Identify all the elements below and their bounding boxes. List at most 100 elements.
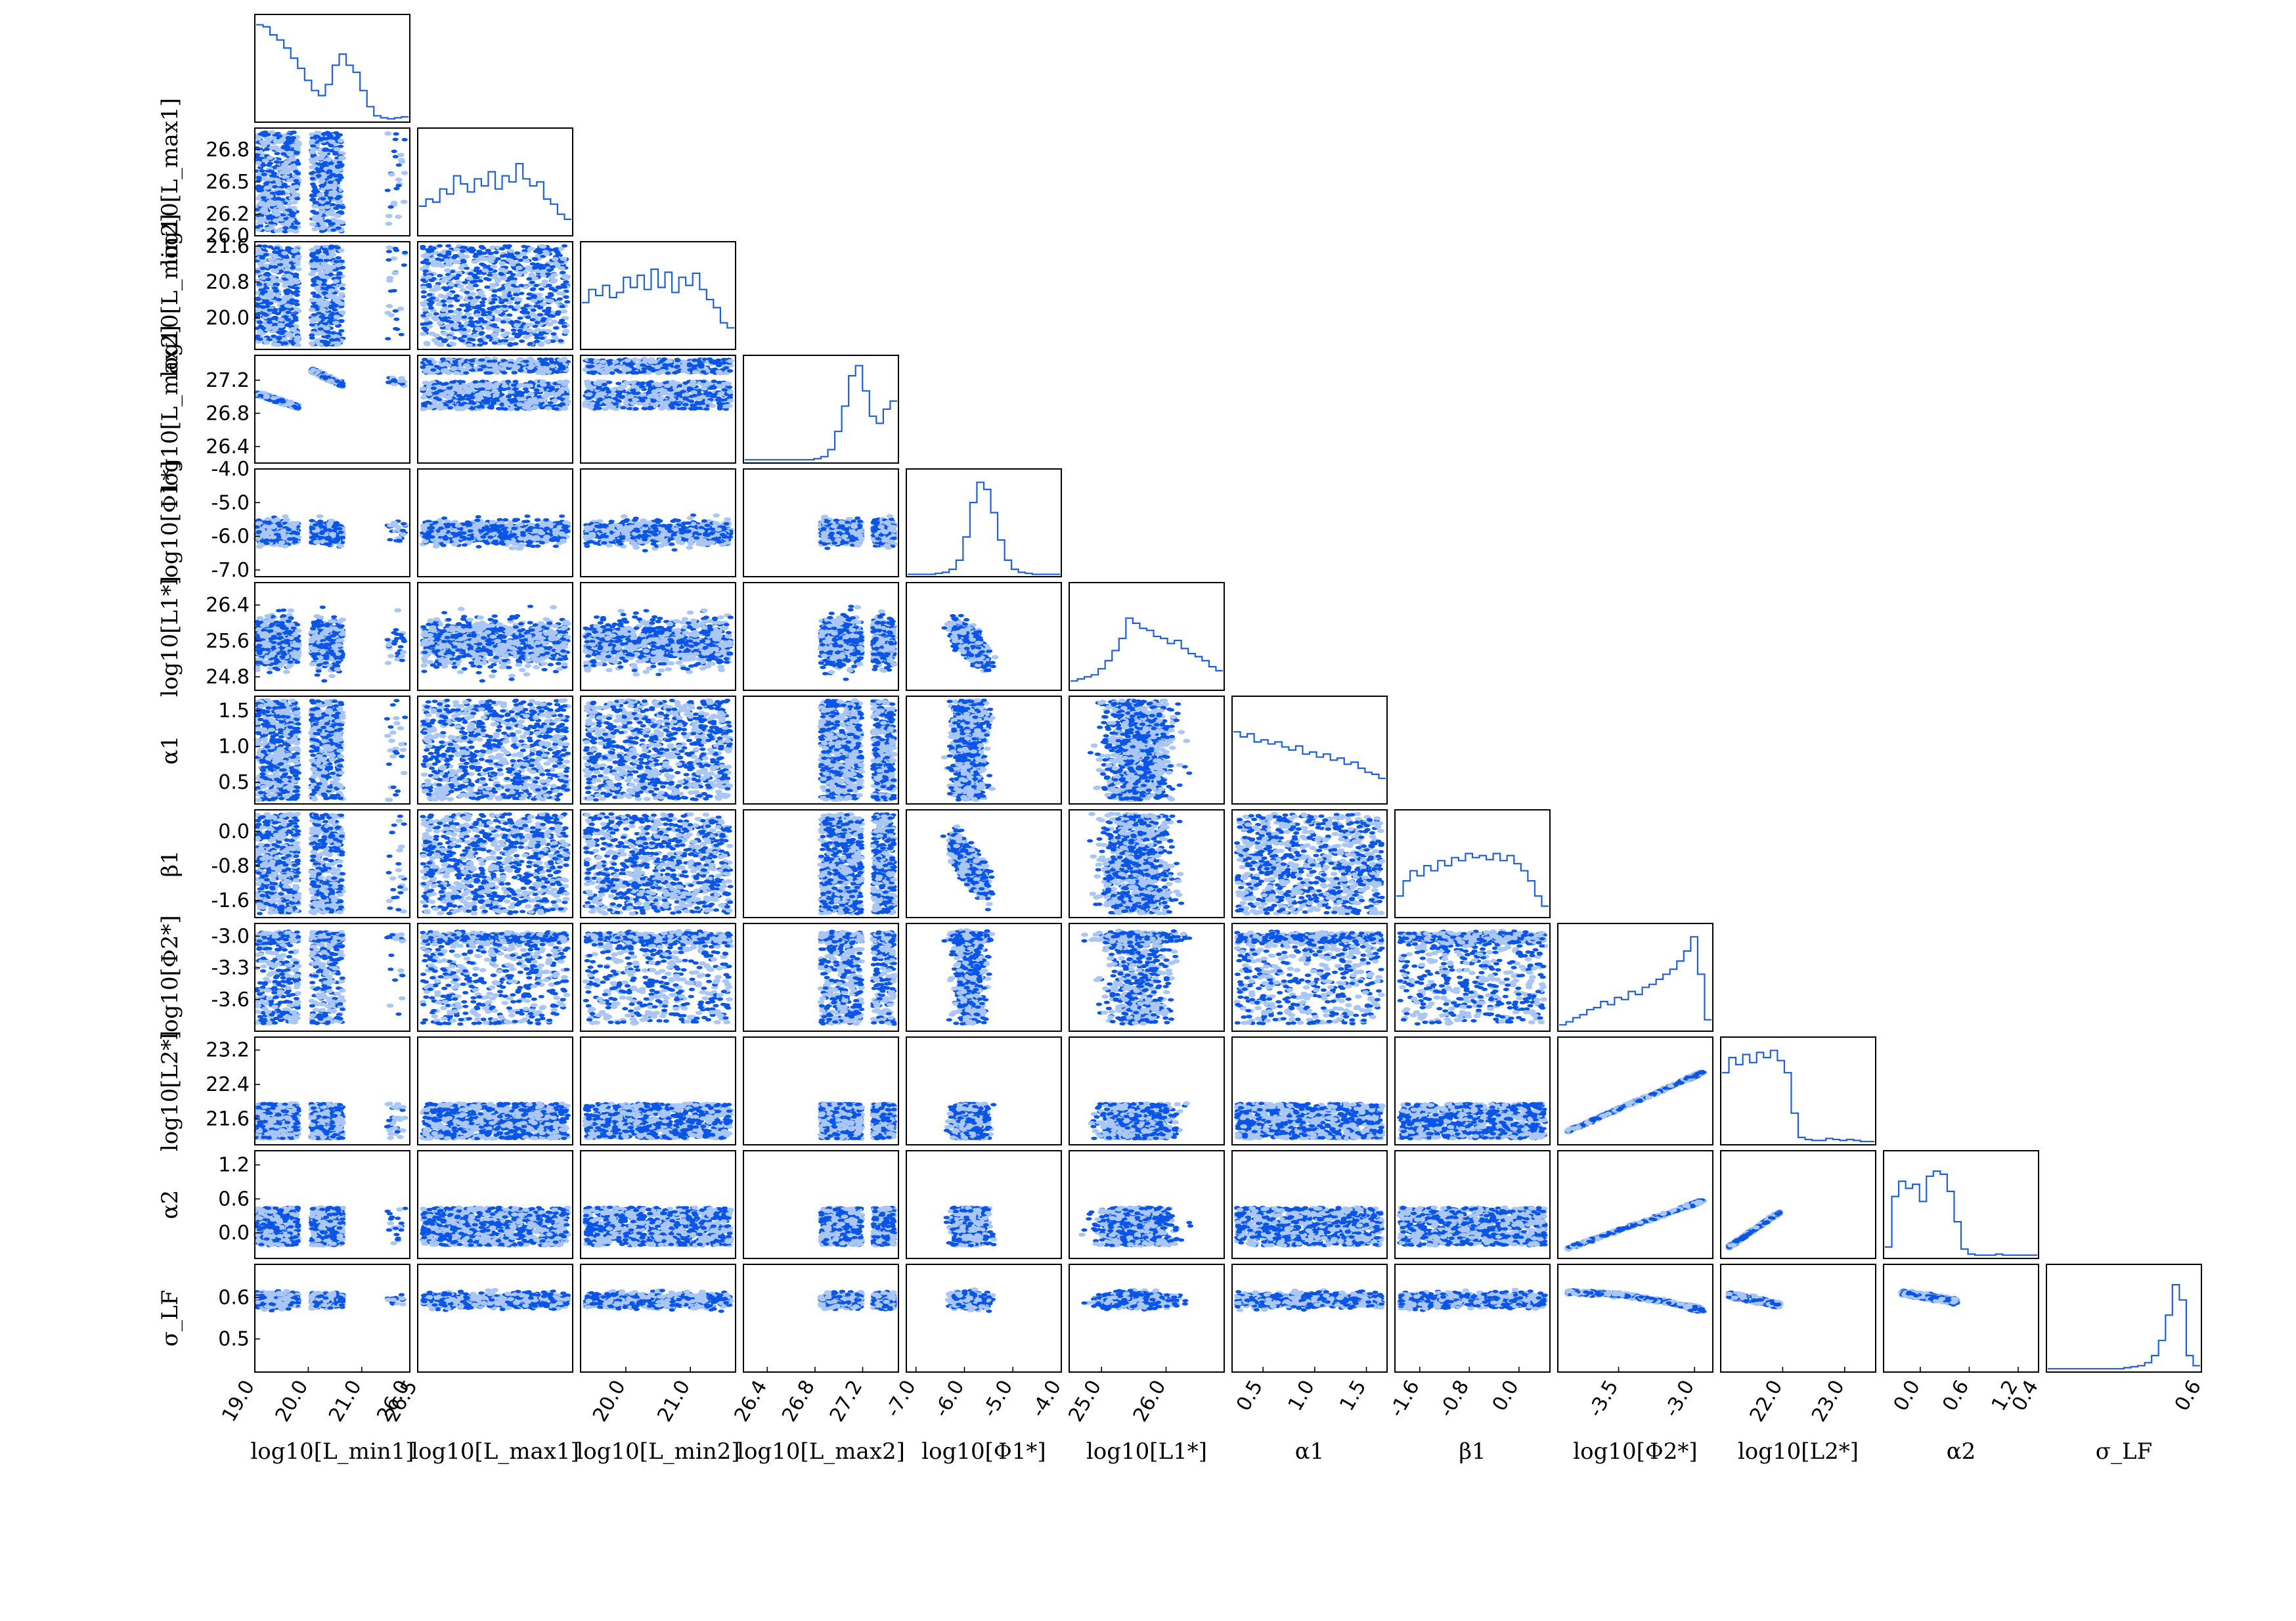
sample-point bbox=[522, 255, 528, 259]
sample-point bbox=[477, 292, 485, 296]
sample-point bbox=[328, 313, 334, 317]
sample-point bbox=[276, 135, 282, 138]
sample-point bbox=[313, 200, 319, 204]
sample-point bbox=[393, 138, 399, 141]
sample-point bbox=[445, 252, 451, 255]
sample-point bbox=[393, 249, 399, 252]
sample-point bbox=[422, 307, 429, 311]
sample-point bbox=[334, 136, 340, 139]
sample-point bbox=[324, 148, 330, 152]
sample-point bbox=[548, 287, 554, 290]
sample-point bbox=[537, 296, 544, 300]
sample-point bbox=[261, 173, 267, 176]
sample-point bbox=[550, 332, 556, 336]
sample-point bbox=[286, 280, 293, 284]
sample-point bbox=[545, 296, 551, 299]
sample-point bbox=[562, 324, 567, 328]
sample-point bbox=[322, 248, 328, 251]
sample-point bbox=[514, 305, 521, 309]
sample-point bbox=[509, 260, 516, 264]
sample-point bbox=[433, 263, 440, 267]
sample-point bbox=[564, 300, 570, 303]
sample-point bbox=[321, 291, 327, 294]
sample-point bbox=[289, 156, 296, 160]
sample-point bbox=[267, 169, 273, 173]
panel-lmin1-lmax2: 27.226.826.4log10[L_max2] bbox=[157, 325, 410, 493]
sample-point bbox=[529, 318, 535, 321]
sample-point bbox=[508, 337, 516, 341]
sample-point bbox=[527, 247, 535, 251]
sample-point bbox=[533, 304, 539, 307]
sample-point bbox=[426, 283, 431, 286]
sample-point bbox=[470, 324, 475, 328]
sample-point bbox=[486, 315, 493, 319]
sample-point bbox=[309, 222, 317, 226]
sample-point bbox=[386, 246, 393, 250]
sample-point bbox=[288, 217, 295, 221]
sample-point bbox=[491, 294, 497, 298]
sample-point bbox=[314, 156, 321, 160]
sample-point bbox=[421, 290, 427, 294]
sample-point bbox=[449, 342, 456, 345]
sample-point bbox=[523, 259, 530, 263]
sample-point bbox=[323, 326, 330, 330]
sample-point bbox=[309, 341, 316, 345]
sample-point bbox=[462, 281, 468, 284]
sample-point bbox=[267, 321, 273, 324]
sample-point bbox=[479, 301, 485, 304]
sample-point bbox=[263, 253, 269, 256]
sample-point bbox=[280, 255, 286, 258]
sample-point bbox=[481, 320, 487, 323]
sample-point bbox=[328, 295, 335, 299]
sample-point bbox=[276, 298, 282, 301]
sample-point bbox=[547, 299, 554, 303]
sample-point bbox=[274, 152, 280, 155]
sample-point bbox=[257, 338, 263, 341]
sample-point bbox=[508, 249, 515, 253]
sample-point bbox=[560, 305, 565, 308]
sample-point bbox=[272, 326, 279, 330]
sample-point bbox=[506, 313, 512, 317]
sample-point bbox=[336, 256, 342, 259]
sample-point bbox=[310, 183, 316, 186]
sample-point bbox=[498, 261, 506, 265]
sample-point bbox=[319, 307, 326, 311]
sample-point bbox=[328, 306, 334, 309]
sample-point bbox=[315, 259, 320, 262]
sample-point bbox=[473, 269, 479, 272]
panel-lmin1-lmax1: 26.826.526.226.0log10[L_max1] bbox=[157, 98, 410, 266]
sample-point bbox=[467, 338, 473, 341]
sample-point bbox=[546, 269, 552, 272]
panel-lmin2-lmin2 bbox=[581, 242, 736, 349]
sample-point bbox=[266, 282, 273, 286]
sample-point bbox=[292, 316, 298, 319]
sample-point bbox=[264, 227, 271, 231]
sample-point bbox=[472, 334, 479, 338]
sample-point bbox=[273, 290, 279, 293]
sample-point bbox=[316, 162, 322, 166]
sample-point bbox=[255, 305, 261, 308]
sample-point bbox=[445, 319, 451, 322]
sample-point bbox=[402, 138, 408, 141]
sample-point bbox=[284, 303, 292, 307]
sample-point bbox=[445, 244, 451, 248]
sample-point bbox=[558, 266, 565, 270]
sample-point bbox=[468, 320, 474, 323]
sample-point bbox=[485, 326, 493, 330]
sample-point bbox=[437, 321, 444, 324]
sample-point bbox=[493, 251, 499, 254]
sample-point bbox=[336, 195, 342, 198]
sample-point bbox=[284, 146, 290, 150]
sample-point bbox=[319, 254, 326, 257]
panel-lmin1-lmin1 bbox=[255, 14, 410, 122]
sample-point bbox=[328, 162, 334, 165]
sample-point bbox=[259, 140, 266, 144]
sample-point bbox=[291, 131, 297, 134]
sample-point bbox=[336, 204, 342, 208]
sample-point bbox=[260, 326, 266, 330]
sample-point bbox=[483, 277, 489, 280]
sample-point bbox=[256, 150, 263, 154]
sample-point bbox=[292, 259, 299, 263]
sample-point bbox=[461, 328, 467, 331]
y-tick-label: 20.8 bbox=[206, 271, 250, 294]
